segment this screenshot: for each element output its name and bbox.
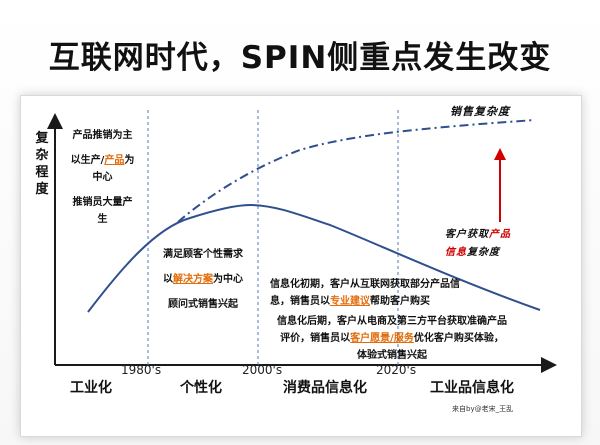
era2-line1: 满足顾客个性需求 bbox=[163, 249, 243, 260]
year-2000s: 2000's bbox=[242, 363, 283, 377]
label-line-2: 信息复杂度 bbox=[445, 247, 500, 258]
era-personalization: 个性化 bbox=[180, 380, 222, 396]
era2-line2: 以解决方案为中心 bbox=[163, 274, 243, 285]
era3-p1-line2: 息，销售员以专业建议帮助客户购买 bbox=[270, 296, 430, 307]
credit-text: 来自by@老宋_王乱 bbox=[452, 405, 514, 413]
slide-title: 互联网时代，SPIN侧重点发生改变 bbox=[48, 40, 552, 76]
era3-paragraph-2: 信息化后期，客户从电商及第三方平台获取准确产品 评价，销售员以客户愿景/服务优化… bbox=[262, 313, 522, 364]
era1-line1: 产品推销为主 bbox=[72, 130, 133, 141]
era-consumer-informatization: 消费品信息化 bbox=[283, 380, 367, 396]
era3-p2-line2: 评价，销售员以客户愿景/服务优化客户购买体验， bbox=[280, 333, 504, 344]
era1-line2: 以生产/产品为 bbox=[70, 155, 135, 166]
solid-curve bbox=[87, 203, 541, 313]
era-industrial-informatization: 工业品信息化 bbox=[430, 380, 514, 396]
era2-line3: 顾问式销售兴起 bbox=[168, 299, 238, 310]
era1-line3: 中心 bbox=[92, 172, 113, 183]
diagram-panel bbox=[20, 95, 582, 437]
y-axis-label: 复杂程度 bbox=[35, 131, 49, 197]
sales-complexity-curve bbox=[177, 119, 536, 223]
year-2020s: 2020's bbox=[376, 363, 417, 377]
era3-p2-line3: 体验式销售兴起 bbox=[357, 350, 427, 361]
era1-line5: 生 bbox=[97, 214, 108, 225]
customer-info-complexity-label: 客户获取产品 信息复杂度 bbox=[445, 226, 511, 262]
era3-p1-line1: 信息化初期，客户从互联网获取部分产品信 bbox=[270, 279, 460, 290]
era3-paragraph-1: 信息化初期，客户从互联网获取部分产品信 息，销售员以专业建议帮助客户购买 bbox=[270, 276, 500, 310]
era1-line4: 推销员大量产 bbox=[72, 197, 133, 208]
era-industrialization: 工业化 bbox=[70, 380, 112, 396]
label-line-1: 客户获取产品 bbox=[445, 229, 511, 240]
era2-text: 满足顾客个性需求 以解决方案为中心 顾问式销售兴起 bbox=[150, 246, 256, 313]
sales-complexity-label: 销售复杂度 bbox=[450, 105, 510, 118]
era1-text: 产品推销为主 以生产/产品为 中心 推销员大量产 生 bbox=[60, 127, 145, 228]
era3-p2-line1: 信息化后期，客户从电商及第三方平台获取准确产品 bbox=[277, 316, 507, 327]
year-1980s: 1980's bbox=[121, 363, 162, 377]
